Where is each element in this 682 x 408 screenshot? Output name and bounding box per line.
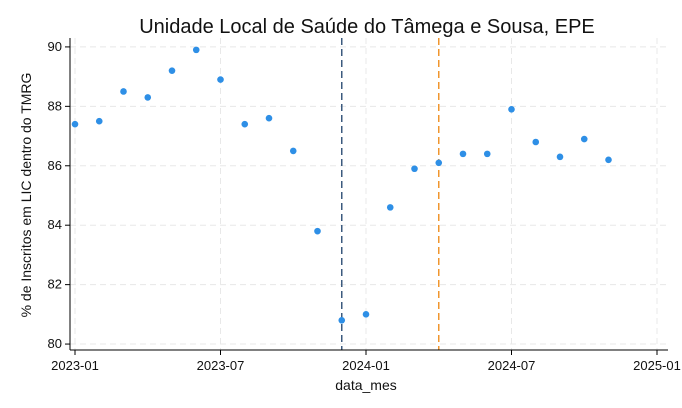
data-point: [411, 165, 418, 173]
data-point: [289, 147, 297, 155]
data-point: [192, 46, 200, 54]
x-tick-label: 2025-01: [633, 358, 681, 373]
x-tick-label: 2024-07: [488, 358, 536, 373]
data-point: [532, 138, 540, 146]
x-tick-label: 2023-01: [51, 358, 99, 373]
data-point: [265, 114, 273, 122]
data-points: [71, 46, 612, 324]
data-point: [144, 94, 152, 101]
data-point: [580, 135, 588, 143]
y-tick-label: 80: [48, 336, 62, 351]
y-tick-label: 86: [48, 158, 62, 173]
data-point: [314, 227, 321, 235]
data-point: [508, 106, 515, 113]
data-point: [362, 311, 370, 318]
data-point: [168, 67, 176, 74]
grid-layer: [70, 38, 668, 350]
data-point: [338, 316, 346, 324]
data-point: [120, 88, 127, 95]
axes: 80 82 84 86 88 90 2023-01 2023-07 2024-01 2024-07…: [48, 38, 681, 373]
y-tick-label: 88: [48, 98, 62, 113]
data-point: [217, 76, 224, 83]
reference-lines: [341, 38, 440, 350]
data-point: [435, 159, 443, 167]
data-point: [386, 204, 394, 211]
y-axis-label: % de Inscritos em LIC dentro do TMRG: [18, 73, 34, 318]
y-tick-label: 90: [48, 39, 62, 54]
data-point: [241, 120, 249, 128]
data-point: [71, 120, 79, 128]
y-tick-label: 84: [48, 217, 62, 232]
x-tick-label: 2024-01: [342, 358, 390, 373]
data-point: [605, 156, 612, 164]
chart-title: Unidade Local de Saúde do Tâmega e Sousa…: [139, 16, 595, 38]
data-point: [483, 150, 491, 158]
x-tick-label: 2023-07: [197, 358, 245, 373]
x-axis-label: data_mes: [335, 377, 396, 393]
data-point: [459, 150, 467, 158]
data-point: [556, 153, 564, 161]
data-point: [95, 117, 103, 125]
y-tick-label: 82: [48, 277, 62, 292]
